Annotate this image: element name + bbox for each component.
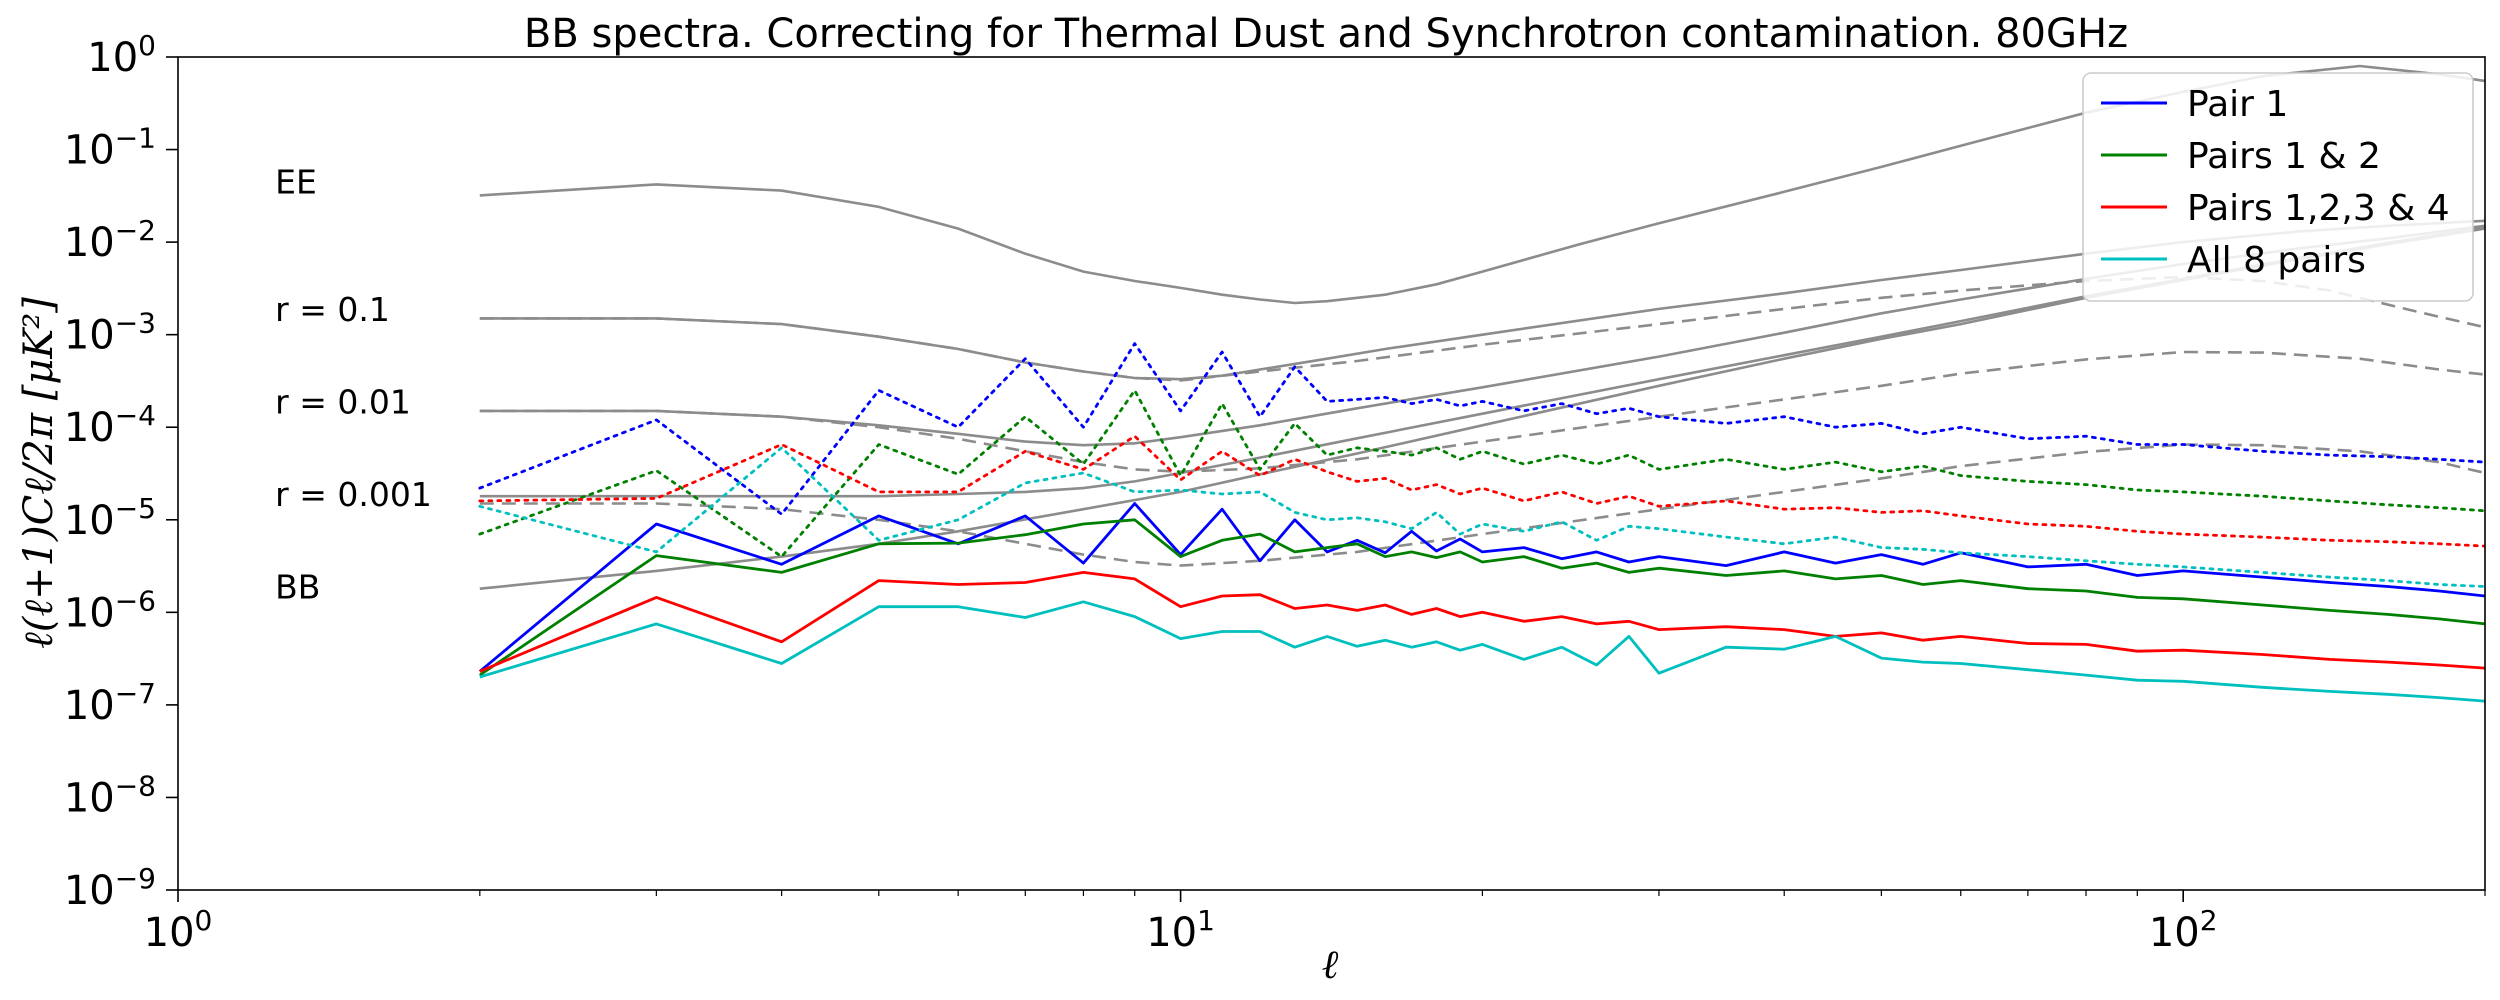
series-dotted-6 xyxy=(478,434,2485,548)
series-0 xyxy=(478,502,2485,673)
x-tick-label: 102 xyxy=(2149,904,2218,956)
series-dotted-7 xyxy=(478,446,2485,588)
x-tick-label: 100 xyxy=(144,904,213,956)
y-tick-label: 10−6 xyxy=(64,584,156,636)
series-3 xyxy=(479,600,2485,703)
y-tick-label: 10−3 xyxy=(64,307,156,359)
y-axis-label: ℓ(ℓ+1)Cℓ/2π [μK²] xyxy=(16,297,62,649)
y-tick-label: 10−2 xyxy=(64,214,156,266)
series-dotted-5 xyxy=(478,389,2485,558)
legend-entry: Pairs 1 & 2 xyxy=(2187,136,2381,177)
x-axis: 100 101 102 xyxy=(144,890,2486,956)
x-tick-label: 101 xyxy=(1146,904,1215,956)
chart-title: BB spectra. Correcting for Thermal Dust … xyxy=(524,11,2128,57)
annotation-label: r = 0.1 xyxy=(275,290,390,329)
annotation-label: r = 0.01 xyxy=(275,382,411,421)
plot-area xyxy=(478,64,2485,703)
y-tick-label: 100 xyxy=(87,29,156,81)
annotation-label: BB xyxy=(275,568,320,607)
y-axis: 100 10−1 10−2 10−3 10−4 10−5 10−6 10−7 10−8 10−9 xyxy=(64,29,178,914)
series-1 xyxy=(479,518,2485,677)
legend-entry: Pair 1 xyxy=(2187,84,2288,125)
series-2 xyxy=(479,571,2485,673)
theory-curve-r01-tensor xyxy=(479,275,2485,382)
y-tick-label: 10−4 xyxy=(64,399,156,451)
annotation-label: EE xyxy=(275,163,317,202)
y-tick-label: 10−7 xyxy=(64,677,156,729)
legend-entry: Pairs 1,2,3 & 4 xyxy=(2187,188,2450,229)
y-tick-label: 10−9 xyxy=(64,862,156,914)
legend-entry: All 8 pairs xyxy=(2187,240,2366,281)
y-tick-label: 10−5 xyxy=(64,492,156,544)
y-tick-label: 10−8 xyxy=(64,769,156,821)
plot-frame xyxy=(177,56,2486,891)
y-tick-label: 10−1 xyxy=(64,122,156,174)
series-dotted-4 xyxy=(478,342,2485,516)
annotation-label: r = 0.001 xyxy=(275,475,432,514)
legend-frame xyxy=(2082,72,2474,302)
x-axis-label: ℓ xyxy=(1322,942,1339,988)
legend: Pair 1 Pairs 1 & 2 Pairs 1,2,3 & 4 All 8 pa… xyxy=(2082,72,2474,302)
curve-annotations: EE r = 0.1 r = 0.01 r = 0.001 BB xyxy=(275,163,432,607)
